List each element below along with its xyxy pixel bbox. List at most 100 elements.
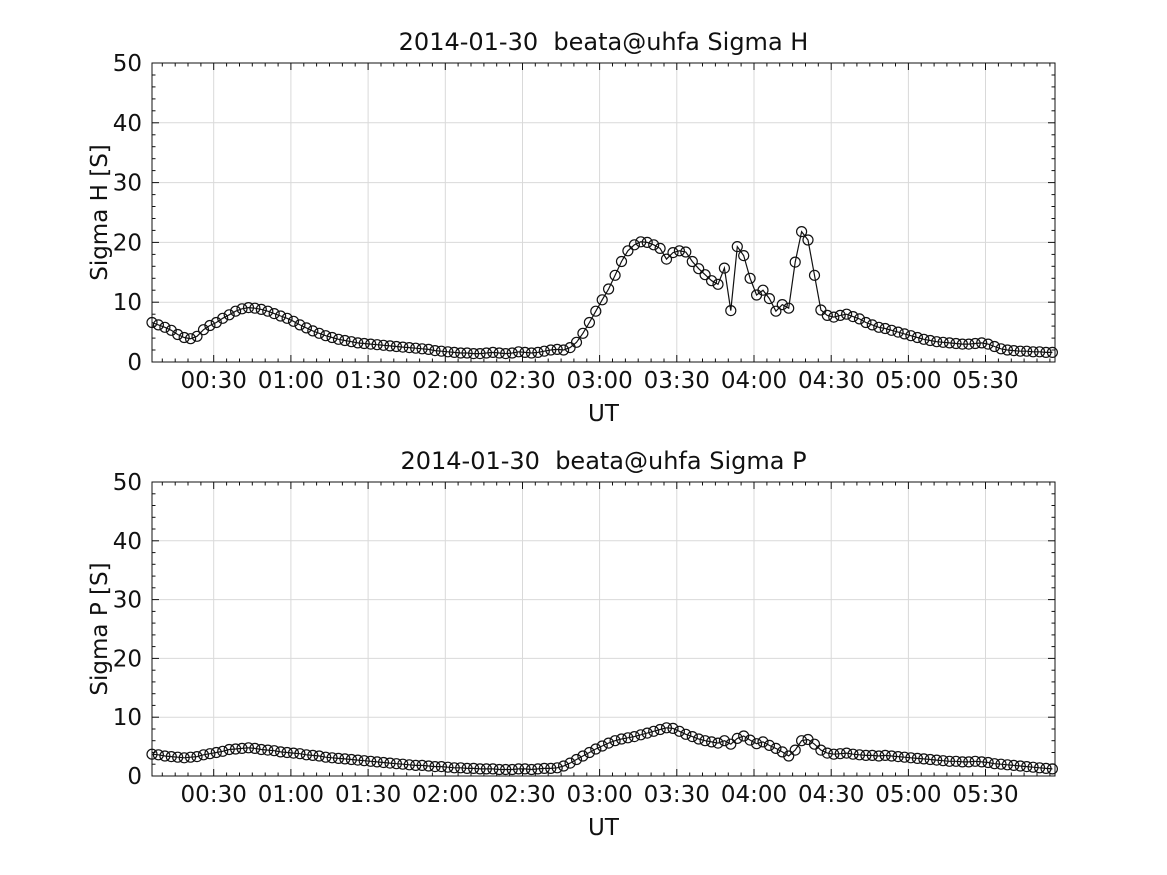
data-point-marker xyxy=(763,293,776,305)
data-point-marker xyxy=(448,762,460,774)
data-point-marker xyxy=(512,763,525,775)
data-point-marker xyxy=(860,316,872,329)
data-point-marker xyxy=(455,762,467,774)
data-point-marker xyxy=(911,752,924,765)
data-point-marker xyxy=(538,345,550,357)
data-point-marker xyxy=(384,757,396,769)
data-point-marker xyxy=(545,344,557,356)
data-point-marker xyxy=(217,745,229,757)
data-point-marker xyxy=(532,346,544,358)
data-point-marker xyxy=(892,326,904,338)
data-point-marker xyxy=(371,339,383,351)
data-point-marker xyxy=(500,763,512,776)
data-point-marker xyxy=(712,737,724,749)
data-point-marker xyxy=(828,748,840,760)
data-point-marker xyxy=(204,319,216,332)
data-point-marker xyxy=(602,737,615,749)
data-point-marker xyxy=(770,305,782,317)
data-point-marker xyxy=(673,245,686,257)
data-point-marker xyxy=(648,239,660,251)
data-point-marker xyxy=(763,739,776,752)
data-point-marker xyxy=(680,246,692,258)
sigma-p-plot: 00:30 01:00 01:30 02:00 02:30 03:00 03:30 04:00… xyxy=(113,470,1059,808)
data-line xyxy=(151,230,1053,355)
data-point-marker xyxy=(757,736,769,748)
data-point-marker xyxy=(937,755,949,767)
data-point-marker xyxy=(988,340,1001,353)
x-tick-label: 00:30 xyxy=(181,782,247,808)
data-point-marker xyxy=(918,333,930,345)
x-tick-label: 01:30 xyxy=(335,368,401,394)
data-point-marker xyxy=(159,750,171,762)
data-point-marker xyxy=(152,749,164,761)
data-point-marker xyxy=(564,757,576,769)
data-point-marker xyxy=(172,328,184,341)
data-point-marker xyxy=(789,256,801,268)
grid-lines xyxy=(152,482,1055,776)
data-point-marker xyxy=(995,343,1007,355)
data-point-marker xyxy=(294,748,306,760)
data-point-marker xyxy=(352,754,364,766)
data-point-marker xyxy=(332,333,345,345)
data-point-marker xyxy=(423,760,435,772)
data-point-marker xyxy=(686,255,698,268)
x-tick-label: 02:00 xyxy=(412,368,478,394)
data-point-marker xyxy=(390,340,402,353)
data-point-marker xyxy=(230,305,242,317)
data-point-marker xyxy=(622,732,634,744)
data-point-marker xyxy=(976,337,988,349)
data-point-marker xyxy=(326,752,338,764)
data-point-marker xyxy=(345,336,357,348)
data-point-marker xyxy=(924,334,936,347)
data-point-marker xyxy=(307,325,319,337)
data-point-marker xyxy=(358,755,370,767)
data-point-marker xyxy=(570,753,583,766)
data-point-marker xyxy=(641,727,653,739)
grid-lines xyxy=(152,63,1055,362)
data-point-marker xyxy=(963,338,975,350)
data-point-marker xyxy=(583,316,596,329)
data-point-marker xyxy=(435,760,447,773)
data-point-marker xyxy=(178,331,190,344)
data-point-marker xyxy=(410,342,422,354)
data-point-marker xyxy=(345,753,357,766)
data-point-marker xyxy=(757,284,769,296)
x-tick-label: 00:30 xyxy=(181,368,247,394)
data-point-marker xyxy=(725,305,737,317)
data-point-marker xyxy=(339,334,351,347)
x-tick-labels: 00:30 01:00 01:30 02:00 02:30 03:00 03:30 04:00… xyxy=(181,368,1019,394)
data-markers xyxy=(146,226,1059,360)
data-point-marker xyxy=(828,311,840,323)
data-point-marker xyxy=(937,336,949,348)
y-tick-label: 10 xyxy=(113,290,142,316)
data-point-marker xyxy=(879,322,891,335)
data-point-marker xyxy=(905,752,917,764)
axis-ticks xyxy=(152,482,1055,776)
data-point-marker xyxy=(596,294,608,306)
data-point-marker xyxy=(615,733,628,745)
y-tick-labels: 0 10 20 30 40 50 xyxy=(113,470,142,790)
plot-title-sigma-p: 2014-01-30 beata@uhfa Sigma P xyxy=(400,447,806,475)
data-point-marker xyxy=(969,755,981,767)
data-point-marker xyxy=(474,763,486,775)
data-point-marker xyxy=(570,336,583,348)
data-point-marker xyxy=(783,302,795,314)
data-point-marker xyxy=(885,750,898,762)
data-point-marker xyxy=(172,751,184,763)
data-point-marker xyxy=(210,746,222,759)
data-point-marker xyxy=(982,756,994,769)
data-point-marker xyxy=(300,322,312,334)
data-point-marker xyxy=(416,343,428,355)
data-point-marker xyxy=(834,748,846,760)
data-point-marker xyxy=(918,753,930,765)
data-point-marker xyxy=(339,753,351,765)
data-point-marker xyxy=(185,751,197,763)
data-point-marker xyxy=(905,330,917,342)
data-point-marker xyxy=(731,732,743,745)
plot-title-sigma-h: 2014-01-30 beata@uhfa Sigma H xyxy=(399,28,809,56)
data-point-marker xyxy=(699,269,711,281)
data-point-marker xyxy=(718,262,731,274)
data-point-marker xyxy=(680,728,692,740)
data-point-marker xyxy=(152,319,164,331)
data-point-marker xyxy=(853,749,866,761)
